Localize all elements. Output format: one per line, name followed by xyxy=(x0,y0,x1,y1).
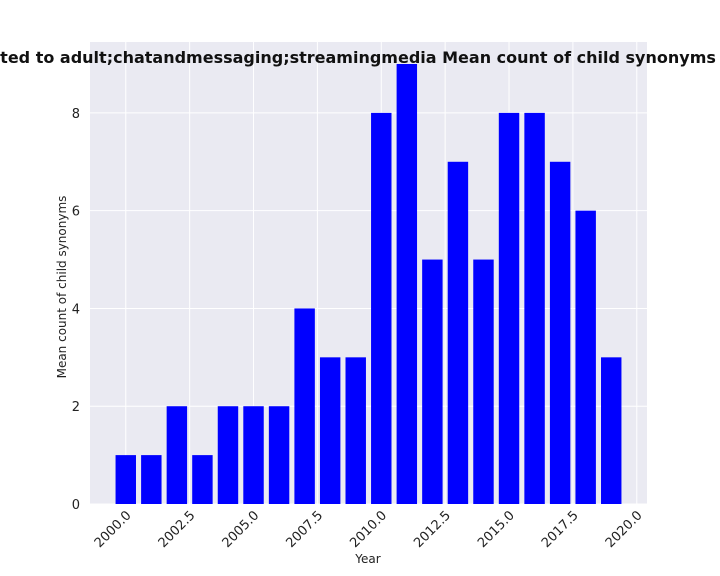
x-tick-label: 2020.0 xyxy=(603,508,646,551)
bar xyxy=(141,455,162,504)
bar xyxy=(268,406,290,504)
bar xyxy=(243,406,264,504)
bar xyxy=(549,161,571,504)
chart-title: are related to adult;chatandmessaging;st… xyxy=(0,48,720,67)
y-tick-labels: 0 2 4 6 8 xyxy=(72,107,80,513)
bar xyxy=(422,259,443,504)
x-tick-label: 2007.5 xyxy=(283,508,326,551)
x-tick-label: 2015.0 xyxy=(475,508,518,551)
x-tick-label: 2017.5 xyxy=(539,508,582,551)
bar xyxy=(447,161,469,504)
y-tick-label: 0 xyxy=(72,498,80,513)
bar xyxy=(396,64,418,504)
bar xyxy=(575,210,596,504)
bar xyxy=(524,112,545,504)
bar xyxy=(498,112,520,504)
bar xyxy=(345,357,366,504)
bar xyxy=(217,406,239,504)
bar xyxy=(115,455,136,504)
x-tick-label: 2010.0 xyxy=(347,508,390,551)
x-tick-label: 2012.5 xyxy=(411,508,454,551)
bar xyxy=(166,406,188,504)
bars xyxy=(115,64,622,504)
bar xyxy=(601,357,622,504)
x-axis-label: Year xyxy=(354,552,380,566)
x-tick-label: 2000.0 xyxy=(92,508,135,551)
x-tick-label: 2002.5 xyxy=(156,508,199,551)
y-tick-label: 6 xyxy=(72,205,80,220)
bar xyxy=(371,112,392,504)
bar xyxy=(473,259,494,504)
y-tick-label: 4 xyxy=(72,302,80,317)
bar xyxy=(319,357,341,504)
bar xyxy=(192,455,213,504)
bar xyxy=(294,308,315,504)
x-tick-label: 2005.0 xyxy=(220,508,263,551)
y-tick-label: 2 xyxy=(72,400,80,415)
y-axis-label: Mean count of child synonyms xyxy=(55,196,69,379)
x-tick-labels: 2000.0 2002.5 2005.0 2007.5 2010.0 2012.5 2015… xyxy=(92,508,646,551)
y-tick-label: 8 xyxy=(72,107,80,122)
